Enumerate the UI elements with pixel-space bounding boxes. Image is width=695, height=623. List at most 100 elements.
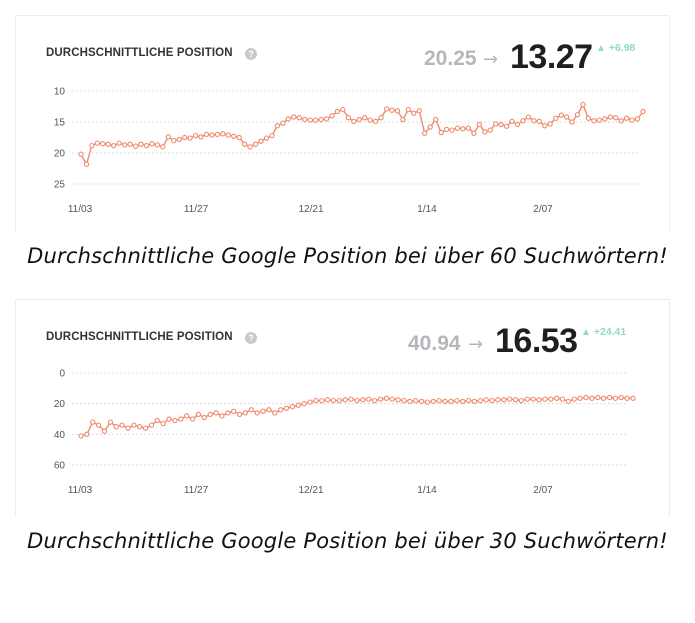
data-point bbox=[553, 115, 559, 121]
data-point bbox=[589, 395, 595, 401]
chart-panel-2: DURCHSCHNITTLICHE POSITION ? 40.94 → 16.… bbox=[15, 299, 670, 517]
data-point bbox=[366, 396, 372, 402]
data-point bbox=[602, 116, 608, 122]
data-point bbox=[296, 115, 302, 121]
triangle-up-icon: ▲ bbox=[581, 327, 591, 338]
data-point bbox=[291, 114, 297, 120]
data-point bbox=[372, 118, 379, 125]
data-point bbox=[443, 126, 450, 133]
data-point bbox=[558, 112, 564, 118]
data-point bbox=[536, 118, 542, 125]
data-point bbox=[192, 132, 199, 139]
data-point bbox=[367, 117, 373, 123]
data-point bbox=[78, 433, 84, 439]
data-point bbox=[465, 397, 472, 404]
data-point bbox=[405, 106, 412, 113]
data-point bbox=[119, 422, 125, 428]
x-tick-label: 12/21 bbox=[298, 485, 323, 496]
data-point bbox=[400, 116, 406, 123]
data-point bbox=[148, 422, 155, 428]
data-point bbox=[209, 132, 215, 138]
data-point bbox=[401, 397, 407, 404]
data-point bbox=[254, 410, 260, 416]
data-point bbox=[585, 115, 592, 121]
data-point bbox=[422, 130, 428, 136]
y-tick-label: 60 bbox=[54, 461, 66, 472]
data-point bbox=[629, 117, 635, 123]
info-icon[interactable]: ? bbox=[245, 48, 257, 60]
delta-badge: ▲ +24.41 bbox=[581, 326, 626, 338]
x-tick-label: 1/14 bbox=[417, 204, 437, 215]
data-point bbox=[334, 108, 341, 115]
data-point bbox=[507, 396, 513, 402]
data-point bbox=[411, 110, 417, 116]
data-point bbox=[612, 395, 619, 401]
data-point bbox=[307, 117, 313, 123]
delta-value: +24.41 bbox=[593, 326, 627, 338]
data-point bbox=[201, 414, 207, 421]
data-point bbox=[100, 141, 106, 147]
data-point bbox=[559, 396, 566, 402]
data-point bbox=[318, 116, 324, 123]
data-point bbox=[116, 140, 122, 146]
data-point bbox=[248, 407, 254, 413]
arrow-right-icon: → bbox=[483, 49, 499, 70]
data-point bbox=[94, 140, 101, 146]
data-point bbox=[640, 108, 646, 115]
data-point bbox=[178, 416, 184, 422]
data-point bbox=[132, 143, 139, 149]
data-point bbox=[342, 397, 348, 403]
caption-2: Durchschnittliche Google Position bei üb… bbox=[27, 529, 668, 553]
data-point bbox=[454, 397, 460, 404]
caption-1: Durchschnittliche Google Position bei üb… bbox=[27, 244, 668, 268]
data-point bbox=[176, 136, 182, 143]
panel-title: DURCHSCHNITTLICHE POSITION bbox=[46, 47, 233, 59]
triangle-up-icon: ▲ bbox=[596, 43, 606, 54]
data-point bbox=[219, 413, 225, 419]
data-point bbox=[583, 394, 589, 401]
data-point bbox=[433, 116, 439, 123]
data-point bbox=[569, 119, 575, 125]
data-point bbox=[236, 134, 242, 141]
data-point bbox=[295, 402, 301, 408]
data-point bbox=[580, 101, 586, 108]
x-tick-label: 11/03 bbox=[68, 485, 93, 496]
data-point bbox=[520, 118, 526, 124]
delta-badge: ▲ +6.98 bbox=[596, 42, 635, 54]
data-point bbox=[207, 411, 213, 418]
data-point bbox=[477, 397, 483, 404]
data-point bbox=[501, 397, 507, 403]
x-tick-label: 11/27 bbox=[184, 204, 209, 215]
data-point bbox=[319, 397, 325, 404]
data-point bbox=[362, 115, 368, 121]
data-point bbox=[95, 422, 102, 428]
data-point bbox=[577, 395, 583, 401]
data-point bbox=[231, 133, 237, 139]
data-point bbox=[630, 395, 636, 401]
previous-value: 20.25 bbox=[424, 47, 477, 70]
data-point bbox=[356, 116, 362, 123]
data-point bbox=[389, 396, 395, 402]
data-point bbox=[111, 142, 117, 149]
data-point bbox=[345, 115, 352, 121]
data-point bbox=[487, 127, 493, 133]
data-point bbox=[122, 142, 128, 148]
y-tick-label: 20 bbox=[54, 149, 66, 160]
y-tick-label: 15 bbox=[54, 118, 66, 129]
arrow-right-icon: → bbox=[468, 334, 484, 355]
data-point bbox=[438, 129, 444, 136]
data-point bbox=[329, 113, 335, 119]
info-icon[interactable]: ? bbox=[245, 332, 257, 344]
data-point bbox=[154, 142, 161, 148]
data-point bbox=[187, 135, 193, 141]
data-point bbox=[574, 111, 581, 118]
data-point bbox=[324, 397, 331, 403]
data-point bbox=[383, 106, 390, 112]
panel-title: DURCHSCHNITTLICHE POSITION bbox=[46, 331, 233, 343]
data-point bbox=[606, 394, 613, 401]
data-point bbox=[525, 114, 532, 120]
data-point bbox=[225, 410, 231, 416]
data-point bbox=[189, 416, 196, 422]
data-point bbox=[618, 118, 624, 124]
